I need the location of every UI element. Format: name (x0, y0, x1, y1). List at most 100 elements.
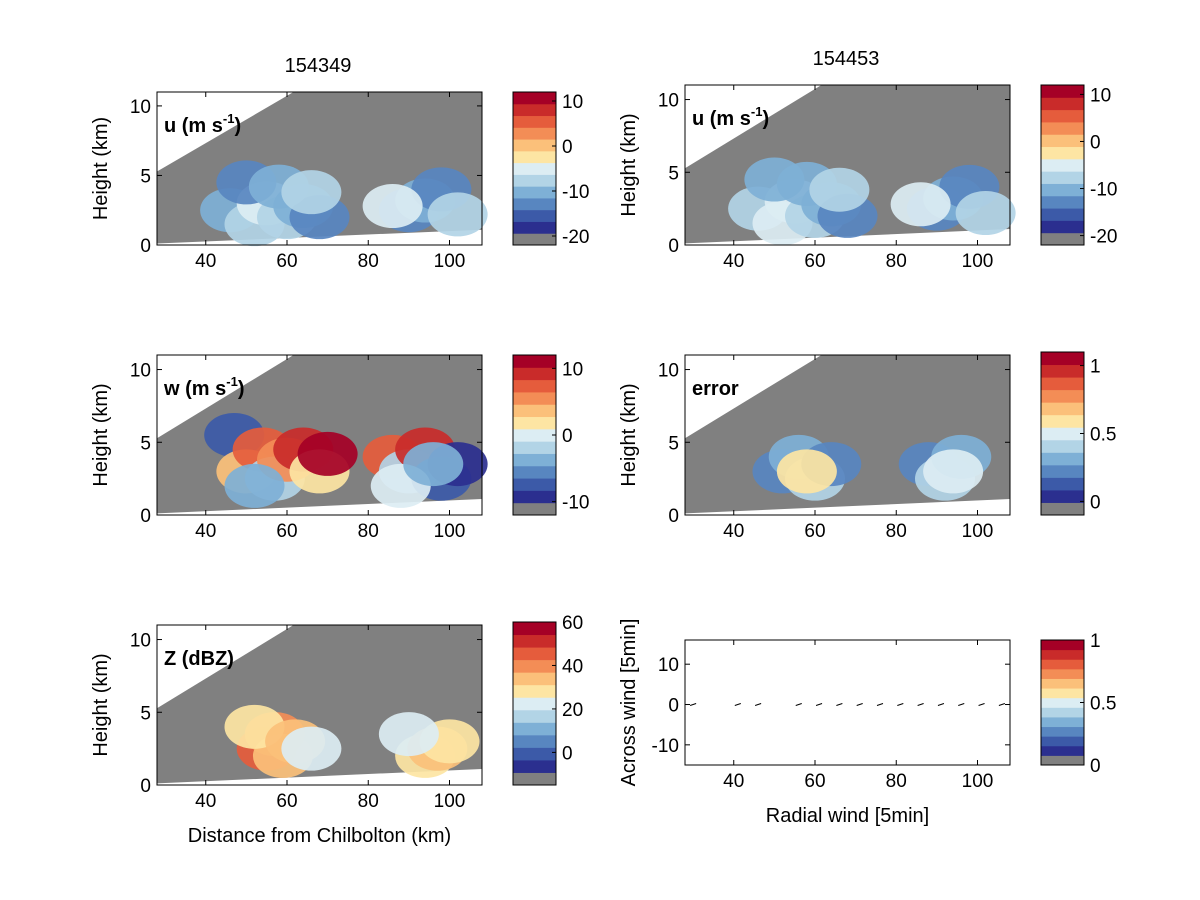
colorbar-band (1041, 489, 1084, 503)
x-tick-label: 100 (962, 771, 994, 792)
colorbar-band (513, 197, 556, 211)
variable-label: u (m s-1) (692, 104, 769, 130)
panel-z1: 40 60 80 100 0 5 10 Height (km) Distance from Ch… (90, 624, 483, 847)
x-tick-label: 80 (886, 771, 907, 792)
colorbar-band (1041, 716, 1084, 728)
colorbar-band (513, 391, 556, 405)
colorbar-band (1041, 121, 1084, 135)
column-title-right: 154453 (813, 48, 880, 70)
colorbar-band (513, 453, 556, 467)
x-tick-label: 40 (195, 791, 216, 812)
colorbar-w1: 10 0 -10 (512, 354, 589, 516)
colorbar-band (513, 139, 556, 152)
colorbar-band (1041, 755, 1084, 766)
colorbar-band (513, 647, 556, 661)
x-tick-label: 60 (276, 251, 297, 272)
colorbar-band (513, 697, 556, 711)
colorbar-band (513, 355, 556, 368)
panel-vec: 40 60 80 100 -10 0 10 Across wind [5min] Radial … (618, 619, 1011, 827)
wind-vector (734, 703, 741, 706)
colorbar-band (1041, 726, 1084, 737)
panel-u1: 40 60 80 100 0 5 10 Height (km) u (m s-1) (90, 91, 488, 272)
colorbar-z1: 60 40 20 0 (512, 613, 583, 786)
data-cell (362, 184, 423, 229)
colorbar-band (1041, 134, 1084, 148)
x-tick-label: 40 (723, 771, 744, 792)
colorbar-band (513, 502, 556, 516)
colorbar-band (513, 92, 556, 105)
colorbar-band (513, 150, 556, 164)
y-axis-label: Height (km) (90, 383, 112, 486)
panel-u2: 40 60 80 100 0 5 10 Height (km) u (m s-1) (618, 84, 1016, 272)
x-tick-label: 100 (434, 251, 466, 272)
colorbar-tick-label: 0 (1090, 132, 1101, 153)
colorbar-tick-label: 10 (1090, 85, 1111, 106)
titles-layer: 154349 154453 (285, 48, 880, 77)
colorbar-band (1041, 427, 1084, 441)
x-tick-label: 100 (434, 791, 466, 812)
x-tick-label: 60 (276, 521, 297, 542)
colorbar-band (1041, 146, 1084, 160)
x-axis-label: Distance from Chilbolton (km) (188, 825, 451, 847)
y-axis-label: Height (km) (90, 653, 112, 756)
colorbar-band (1041, 183, 1084, 197)
colorbar-tick-label: 60 (562, 613, 583, 634)
y-tick-label: 10 (658, 361, 679, 382)
colorbar-tick-label: -10 (562, 182, 589, 203)
data-cell (281, 170, 342, 215)
colorbar-tick-label: 0 (562, 137, 573, 158)
x-tick-label: 40 (723, 521, 744, 542)
wind-vector (795, 703, 802, 706)
y-tick-label: 0 (668, 506, 679, 527)
colorbar-band (1041, 208, 1084, 221)
wind-vector (917, 703, 924, 706)
x-tick-label: 40 (723, 251, 744, 272)
colorbar-vec: 10.50 (1040, 631, 1116, 777)
colorbar-tick-label: -20 (1090, 227, 1117, 248)
wind-vector (754, 703, 762, 706)
colorbar-band (513, 465, 556, 479)
colorbar-band (513, 174, 556, 187)
colorbar-band (513, 672, 556, 686)
y-tick-label: 5 (668, 433, 679, 454)
colorbar-band (513, 759, 556, 773)
x-tick-label: 80 (358, 251, 379, 272)
colorbar-tick-label: -10 (1090, 180, 1117, 201)
wind-vector (856, 703, 863, 706)
colorbar-band (513, 622, 556, 636)
colorbar-u2: 10 0 -10 -20 (1040, 84, 1117, 248)
y-tick-label: 10 (130, 97, 151, 118)
colorbar-band (1041, 97, 1084, 111)
colorbar-tick-label: 0 (1090, 756, 1101, 777)
y-tick-label: 0 (668, 696, 679, 717)
y-axis-label: Height (km) (618, 113, 640, 216)
data-cell (955, 191, 1016, 235)
data-cell (224, 463, 285, 508)
colorbar-band (1041, 232, 1084, 246)
colorbar-band (513, 634, 556, 648)
colorbar-tick-label: -20 (562, 227, 589, 248)
colorbar-tick-label: 0 (562, 426, 573, 447)
colorbar-band (1041, 439, 1084, 453)
y-tick-label: 5 (140, 703, 151, 724)
y-tick-label: 0 (668, 236, 679, 257)
colorbar-band (513, 747, 556, 761)
colorbar-band (1041, 402, 1084, 416)
wind-vector (958, 703, 965, 706)
x-tick-label: 60 (276, 791, 297, 812)
variable-label: w (m s-1) (163, 374, 244, 400)
colorbar-band (1041, 688, 1084, 699)
y-axis-label: Height (km) (618, 383, 640, 486)
colorbar-tick-label: 1 (1090, 357, 1101, 378)
y-tick-label: 10 (658, 655, 679, 676)
data-cell (809, 167, 870, 212)
colorbar-band (513, 186, 556, 199)
colorbar-band (1041, 414, 1084, 428)
colorbar-tick-label: 0 (1090, 492, 1101, 513)
panel-err: 40 60 80 100 0 5 10 Height (km) error (618, 354, 1011, 542)
colorbar-band (513, 722, 556, 736)
colorbar-band (513, 127, 556, 140)
colorbar-band (1041, 85, 1084, 98)
colorbar-tick-label: 20 (562, 700, 583, 721)
wind-vector (897, 703, 904, 706)
